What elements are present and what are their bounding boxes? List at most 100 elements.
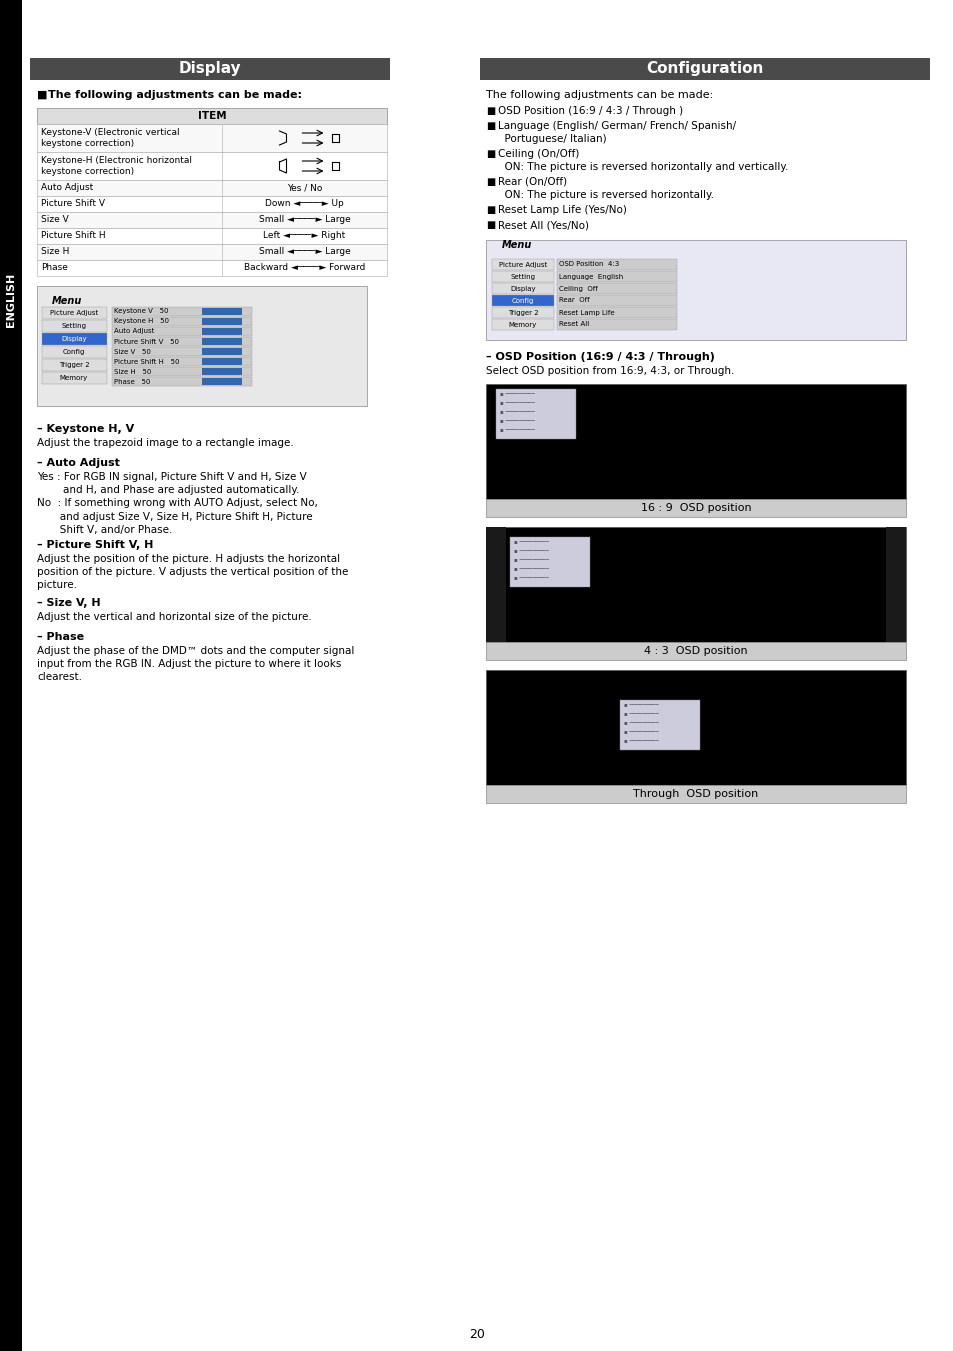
Text: Select OSD position from 16:9, 4:3, or Through.: Select OSD position from 16:9, 4:3, or T…	[485, 366, 734, 376]
Text: Memory: Memory	[60, 376, 88, 381]
Text: Picture Adjust: Picture Adjust	[50, 309, 98, 316]
Text: ▪ ─────────: ▪ ─────────	[514, 558, 548, 563]
Text: Picture Shift H: Picture Shift H	[41, 231, 106, 240]
Text: Rear (On/Off)
  ON: The picture is reversed horizontally.: Rear (On/Off) ON: The picture is reverse…	[497, 177, 713, 200]
Text: Menu: Menu	[52, 296, 82, 305]
Bar	[37, 108, 387, 124]
Text: Memory: Memory	[508, 322, 537, 327]
Text: Display: Display	[510, 285, 536, 292]
Bar	[492, 307, 554, 317]
Text: ▪ ─────────: ▪ ─────────	[499, 401, 535, 407]
Bar	[557, 319, 677, 330]
Text: OSD Position (16:9 / 4:3 / Through ): OSD Position (16:9 / 4:3 / Through )	[497, 105, 682, 116]
Text: – Picture Shift V, H: – Picture Shift V, H	[37, 540, 153, 550]
Bar	[42, 320, 107, 332]
Bar	[557, 307, 677, 317]
Bar	[202, 349, 242, 355]
Text: Adjust the position of the picture. H adjusts the horizontal
position of the pic: Adjust the position of the picture. H ad…	[37, 554, 348, 590]
Text: Yes : For RGB IN signal, Picture Shift V and H, Size V
        and H, and Phase : Yes : For RGB IN signal, Picture Shift V…	[37, 471, 317, 535]
Bar	[202, 358, 242, 365]
Bar	[37, 259, 387, 276]
Text: Size V: Size V	[41, 216, 69, 224]
Text: Ceiling (On/Off)
  ON: The picture is reversed horizontally and vertically.: Ceiling (On/Off) ON: The picture is reve…	[497, 149, 787, 172]
Text: Setting: Setting	[510, 273, 535, 280]
Bar	[485, 785, 905, 802]
Text: Backward ◄────► Forward: Backward ◄────► Forward	[244, 263, 365, 273]
Bar	[202, 317, 242, 326]
Text: Trigger 2: Trigger 2	[507, 309, 537, 316]
Text: ITEM: ITEM	[197, 111, 226, 122]
Text: ▪ ─────────: ▪ ─────────	[499, 409, 535, 415]
Text: Down ◄────► Up: Down ◄────► Up	[265, 200, 343, 208]
Text: Small ◄────► Large: Small ◄────► Large	[258, 216, 350, 224]
Bar	[42, 307, 107, 319]
Bar	[496, 389, 576, 439]
Text: ■: ■	[485, 105, 495, 116]
Text: – Phase: – Phase	[37, 632, 84, 642]
Text: ▪ ─────────: ▪ ─────────	[514, 576, 548, 581]
Text: ▪ ─────────: ▪ ─────────	[514, 540, 548, 544]
Bar	[619, 700, 700, 750]
Text: Setting: Setting	[61, 323, 87, 330]
Bar	[492, 259, 554, 270]
Text: Through  OSD position: Through OSD position	[633, 789, 758, 798]
Text: Picture Adjust: Picture Adjust	[498, 262, 547, 267]
Text: Trigger 2: Trigger 2	[59, 362, 90, 367]
Bar	[510, 536, 589, 586]
Text: ▪ ─────────: ▪ ─────────	[623, 730, 659, 735]
Text: Picture Shift V   50: Picture Shift V 50	[113, 339, 179, 345]
Text: Reset Lamp Life: Reset Lamp Life	[558, 309, 614, 316]
Text: ■: ■	[485, 220, 495, 230]
Bar	[42, 372, 107, 384]
Text: ▪ ─────────: ▪ ─────────	[499, 392, 535, 397]
Text: Picture Shift V: Picture Shift V	[41, 200, 105, 208]
Bar	[485, 642, 905, 661]
Text: ■: ■	[37, 91, 48, 100]
Bar	[42, 332, 107, 345]
Text: Display: Display	[178, 62, 241, 77]
Bar	[202, 378, 242, 385]
Text: Auto Adjust: Auto Adjust	[41, 184, 93, 192]
Bar	[485, 499, 905, 517]
Text: Rear  Off: Rear Off	[558, 297, 589, 304]
Text: Reset All (Yes/No): Reset All (Yes/No)	[497, 220, 588, 230]
Text: 16 : 9  OSD position: 16 : 9 OSD position	[640, 503, 751, 513]
Text: Adjust the trapezoid image to a rectangle image.: Adjust the trapezoid image to a rectangl…	[37, 438, 294, 449]
Bar	[112, 336, 252, 346]
Text: ■: ■	[485, 177, 495, 186]
Text: Phase: Phase	[41, 263, 68, 273]
Text: Reset Lamp Life (Yes/No): Reset Lamp Life (Yes/No)	[497, 205, 626, 215]
Bar	[485, 384, 905, 499]
Bar	[0, 0, 22, 1351]
Bar	[485, 527, 905, 642]
Text: Phase   50: Phase 50	[113, 378, 151, 385]
Bar	[557, 295, 677, 305]
Text: Auto Adjust: Auto Adjust	[113, 328, 154, 335]
Bar	[485, 240, 905, 340]
Text: Keystone V   50: Keystone V 50	[113, 308, 169, 315]
Bar	[202, 338, 242, 345]
Bar	[492, 272, 554, 282]
Text: Config: Config	[63, 349, 85, 355]
Text: ▪ ─────────: ▪ ─────────	[623, 721, 659, 725]
Bar	[37, 180, 387, 196]
Text: Config: Config	[511, 297, 534, 304]
Bar	[202, 308, 242, 315]
Text: ■: ■	[485, 122, 495, 131]
Text: Language  English: Language English	[558, 273, 622, 280]
Bar	[37, 212, 387, 228]
Text: Left ◄────► Right: Left ◄────► Right	[263, 231, 345, 240]
Text: ▪ ─────────: ▪ ─────────	[499, 419, 535, 424]
Text: ▪ ─────────: ▪ ─────────	[514, 549, 548, 554]
Bar	[492, 319, 554, 330]
Text: Picture Shift H   50: Picture Shift H 50	[113, 358, 179, 365]
Text: ■: ■	[485, 205, 495, 215]
Text: Size H   50: Size H 50	[113, 369, 152, 374]
Text: – Auto Adjust: – Auto Adjust	[37, 458, 120, 467]
Bar	[112, 327, 252, 336]
Bar	[37, 196, 387, 212]
Bar	[37, 286, 367, 407]
Text: 20: 20	[469, 1328, 484, 1342]
Text: ▪ ─────────: ▪ ─────────	[514, 567, 548, 571]
Bar	[112, 357, 252, 366]
